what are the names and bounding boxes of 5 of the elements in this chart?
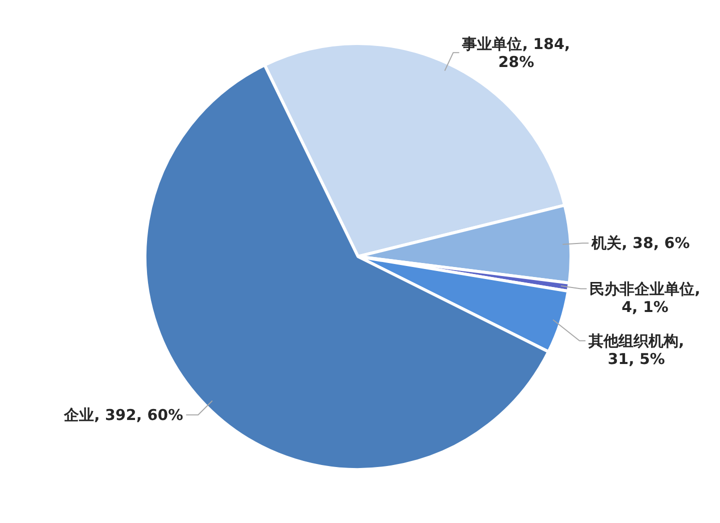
slice-label: 事业单位, 184, 28% (462, 34, 570, 71)
slice-label: 其他组织机构, 31, 5% (588, 332, 684, 368)
slice-label: 企业, 392, 60% (64, 406, 184, 424)
slice-label: 机关, 38, 6% (592, 234, 690, 252)
slice-label: 民办非企业单位, 4, 1% (590, 280, 700, 316)
